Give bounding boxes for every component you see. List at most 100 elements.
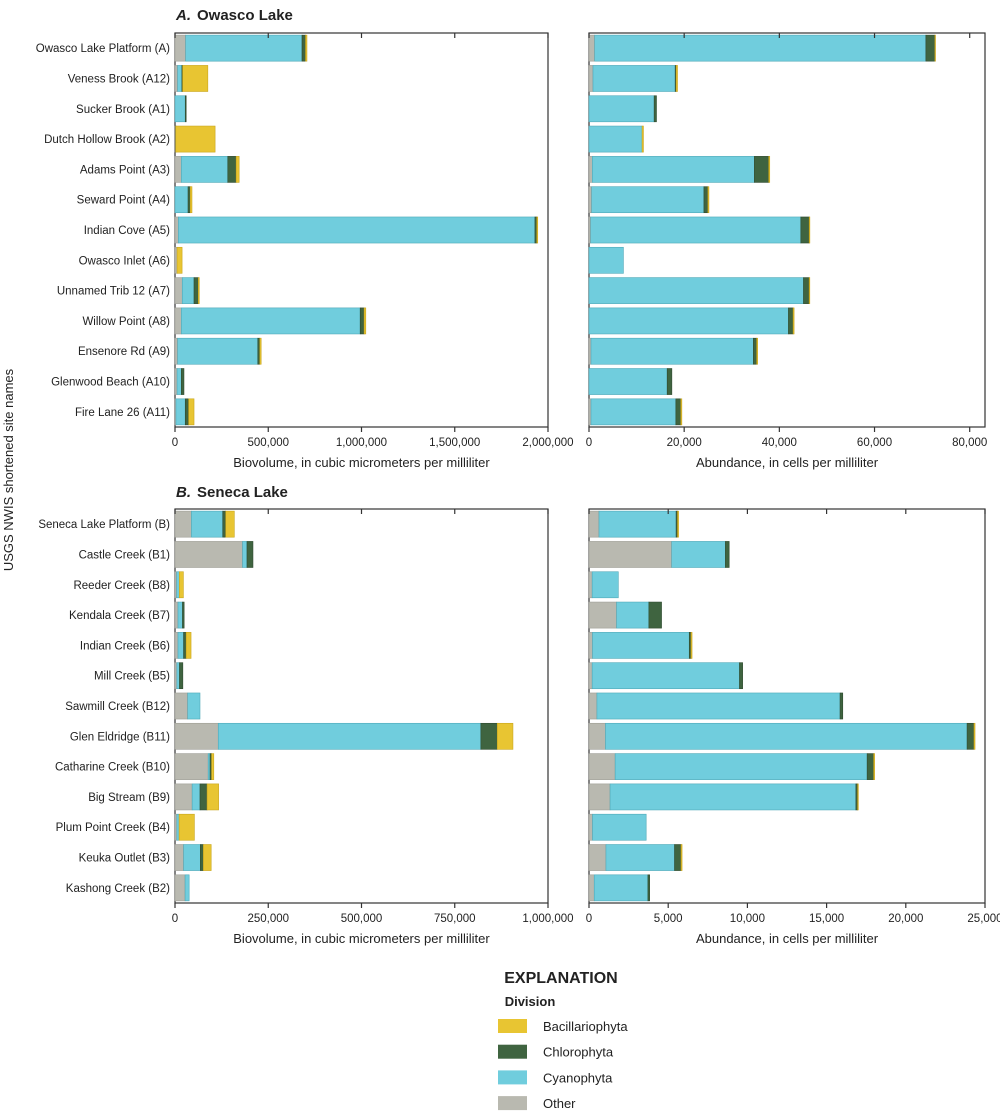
bar-segment-bacillariophyta [206,783,219,811]
bar-segment-cyanophyta [588,95,655,123]
bar-segment-other [588,632,593,659]
bar-segment-cyanophyta [183,844,201,871]
bar-segment-other [588,541,672,568]
site-label: Owasco Lake Platform (A) [36,43,170,55]
site-label: Unnamed Trib 12 (A7) [57,286,170,298]
panel-owasco-lake: A. Owasco Lake Owasco Lake Platform (A) Ven… [36,7,988,470]
site-label: Plum Point Creek (B4) [56,822,171,834]
bar-segment-other [174,156,182,183]
site-label: Glen Eldridge (B11) [70,731,170,743]
tick-label: 15,000 [809,913,844,925]
bar-segment-cyanophyta [176,662,180,690]
bar-segment-bacillariophyta [259,337,262,365]
x-axis-label: Biovolume, in cubic micrometers per mill… [233,455,490,470]
legend-swatch-bacillariophyta [498,1019,527,1033]
bar-segment-chlorophyta [666,368,673,395]
bar-segment-chlorophyta [182,601,185,629]
bar-segment-other [588,34,595,62]
bar-segment-cyanophyta [177,601,183,629]
bar-segment-cyanophyta [592,632,690,659]
site-label: Dutch Hollow Brook (A2) [44,134,170,146]
bar-segment-cyanophyta [592,65,676,92]
panel-title: A. Owasco Lake [175,7,293,24]
bar-segment-cyanophyta [614,753,868,780]
bar-segment-chlorophyta [246,541,254,568]
bar-segment-cyanophyta [176,368,182,395]
site-label: Adams Point (A3) [80,164,170,176]
bar-segment-other [588,844,607,871]
bar-segment-other [174,216,179,244]
bar-segment-bacillariophyta [680,844,683,871]
subchart-biovolume: 0 500,000 1,000,000 1,500,000 2,000,000 Biovo… [172,32,574,470]
bar-segment-bacillariophyta [808,277,811,304]
bar-segment-chlorophyta [648,601,662,629]
site-label: Sawmill Creek (B12) [65,701,170,713]
bar-segment-other [174,510,192,538]
bar-segment-bacillariophyta [235,156,240,183]
bar-segment-bacillariophyta [178,813,195,841]
bar-segment-cyanophyta [181,156,229,183]
bar-segment-other [588,186,592,214]
bar-segment-cyanophyta [588,368,668,395]
tick-label: 500,000 [341,913,383,925]
site-label: Kendala Creek (B7) [69,610,170,622]
bar-segment-other [174,337,178,365]
bar-segment-chlorophyta [199,783,208,811]
bar-segment-chlorophyta [839,692,844,720]
site-label: Veness Brook (A12) [68,73,170,85]
site-label: Catharine Creek (B10) [55,762,170,774]
bar-segment-cyanophyta [605,844,675,871]
bar-segment-cyanophyta [590,216,802,244]
bar-segment-chlorophyta [803,277,810,304]
bar-segment-bacillariophyta [211,753,215,780]
bar-segment-cyanophyta [592,156,755,183]
bar-segment-cyanophyta [187,692,201,720]
tick-label: 5,000 [654,913,683,925]
bar-segment-bacillariophyta [857,783,859,811]
bar-segment-bacillariophyta [203,844,212,871]
tick-label: 0 [586,437,592,449]
tick-label: 10,000 [730,913,765,925]
panel-seneca-lake: B. Seneca Lake Seneca Lake Platform (B) Cas… [38,484,1000,946]
bar-segment-chlorophyta [725,541,730,568]
bar-segment-chlorophyta [183,632,187,659]
site-label: Keuka Outlet (B3) [79,853,171,865]
bar-segment-cyanophyta [590,398,677,426]
bar-segment-other [174,722,219,750]
bar-segment-bacillariophyta [873,753,875,780]
bar-segment-cyanophyta [616,601,650,629]
bar-segment-cyanophyta [176,813,180,841]
site-label: Owasco Inlet (A6) [79,255,171,267]
bar-segment-cyanophyta [671,541,726,568]
subchart-abundance: 0 20,000 40,000 60,000 80,000 Abundance, in c… [586,32,987,470]
legend-title: EXPLANATION [504,970,617,987]
bar-segment-chlorophyta [788,307,794,335]
bar-segment-other [174,368,178,395]
plot-frame [174,508,549,904]
tick-label: 1,000,000 [336,437,387,449]
legend-label: Cyanophyta [543,1070,613,1085]
bar-segment-bacillariophyta [768,156,771,183]
bar-segment-bacillariophyta [189,186,193,214]
bar-segment-cyanophyta [605,722,968,750]
bar-segment-cyanophyta [181,277,195,304]
site-label: Glenwood Beach (A10) [51,377,170,389]
site-label: Seneca Lake Platform (B) [38,519,170,531]
tick-label: 0 [586,913,592,925]
bar-segment-cyanophyta [177,632,184,659]
bar-segment-chlorophyta [925,34,936,62]
legend-label: Bacillariophyta [543,1019,628,1034]
tick-label: 750,000 [434,913,476,925]
bar-segment-other [174,601,179,629]
bar-segment-chlorophyta [703,186,709,214]
site-label: Sucker Brook (A1) [76,104,170,116]
tick-label: 20,000 [667,437,702,449]
bar-segment-other [174,783,193,811]
bar-segment-other [174,632,179,659]
bar-segment-bacillariophyta [680,398,683,426]
bar-segment-cyanophyta [177,337,259,365]
bar-segment-other [588,601,617,629]
tick-label: 500,000 [247,437,289,449]
bar-segment-cyanophyta [591,186,705,214]
bar-segment-other [588,722,606,750]
